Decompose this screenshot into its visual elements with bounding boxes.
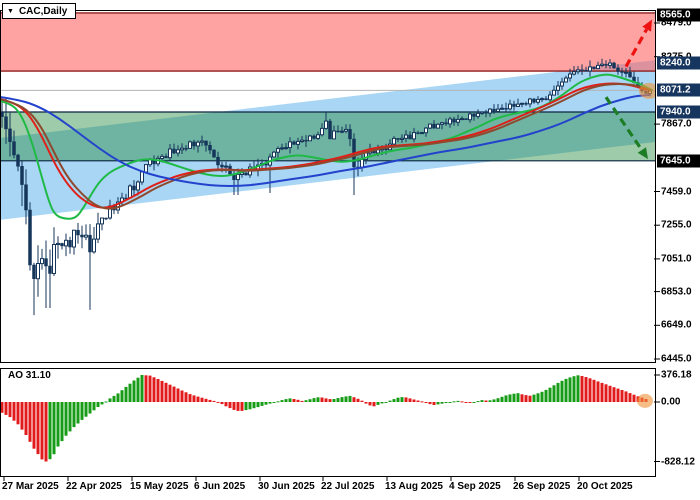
ao-tick-label: -828.12 [661, 456, 695, 467]
date-tick-label: 13 Aug 2025 [385, 481, 443, 492]
date-tick-label: 6 Jun 2025 [194, 481, 246, 492]
mid-brown-ma-line [0, 82, 651, 210]
price-tick-label: 7867.0 [661, 118, 692, 130]
ao-highlight-ellipse [637, 393, 653, 408]
price-level-badge: 8071.2 [657, 83, 700, 97]
date-tick-label: 22 Apr 2025 [66, 481, 122, 492]
price-level-badge: 7645.0 [657, 154, 700, 168]
ao-panel-border [0, 368, 656, 477]
price-tick-label: 6853.0 [661, 286, 692, 298]
price-tick-label: 6649.0 [661, 319, 692, 331]
support-zone [0, 112, 656, 161]
collapse-triangle-icon[interactable]: ▼ [7, 7, 14, 15]
price-highlight-ellipse [639, 82, 656, 99]
price-level-badge: 8240.0 [657, 56, 700, 69]
bearish-rejection-arrow [604, 96, 648, 160]
date-tick-label: 26 Sep 2025 [513, 481, 571, 492]
symbol-label: CAC,Daily [18, 5, 68, 17]
main-chart-border [0, 10, 656, 363]
date-tick-label: 15 May 2025 [130, 481, 189, 492]
mid-red-ma-line [0, 82, 647, 209]
price-level-badge: 8565.0 [657, 8, 700, 22]
resistance-zone [0, 12, 656, 71]
slow-blue-ma-line [0, 94, 651, 188]
ao-tick-label: 0.00 [661, 396, 681, 408]
price-tick-label: 7459.0 [661, 186, 692, 197]
price-tick-label: 8479.0 [661, 17, 692, 29]
date-tick-label: 4 Sep 2025 [449, 481, 501, 492]
date-tick-label: 20 Oct 2025 [577, 481, 633, 492]
price-tick-label: 7051.0 [661, 253, 692, 265]
date-tick-label: 22 Jul 2025 [321, 481, 375, 492]
indicator-value-label: AO 31.10 [8, 370, 51, 381]
symbol-timeframe-tab[interactable]: ▼ CAC,Daily [2, 3, 77, 19]
price-tick-label: 6445.0 [661, 353, 692, 365]
price-level-badge: 7940.0 [657, 105, 700, 119]
price-tick-label: 7255.0 [661, 219, 692, 231]
awesome-oscillator-bars [0, 375, 648, 462]
ao-tick-label: 376.18 [661, 369, 692, 381]
date-tick-label: 30 Jun 2025 [258, 481, 315, 492]
axis-tick-marks [3, 22, 660, 481]
bullish-breakout-arrow [624, 19, 652, 68]
date-tick-label: 27 Mar 2025 [2, 481, 59, 492]
